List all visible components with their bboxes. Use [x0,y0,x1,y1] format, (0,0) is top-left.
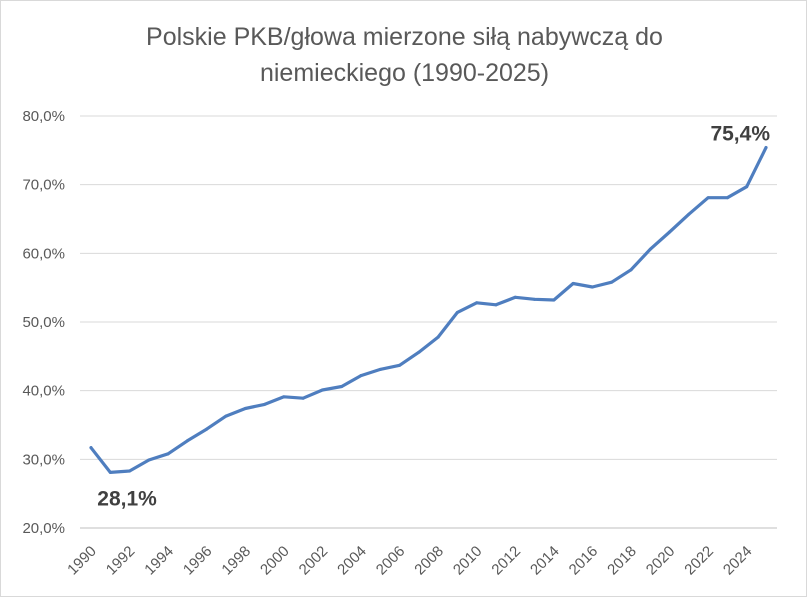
x-tick-label: 2024 [720,543,756,579]
y-tick-label: 40,0% [22,383,65,400]
chart-title-line-2: niemieckiego (1990-2025) [259,59,550,87]
x-tick-label: 2014 [527,543,563,579]
data-point [475,301,479,305]
data-point [282,395,286,399]
labels-layer: 20,0%30,0%40,0%50,0%60,0%70,0%80,0%1990 1… [22,108,770,578]
x-tick-label: 2000 [257,543,293,579]
y-tick-label: 70,0% [22,177,65,194]
x-tick-label: 2002 [296,543,332,579]
data-label: 75,4% [710,123,770,146]
data-point [513,295,517,299]
chart-title-line-1: Polskie PKB/głowa mierzone siłą nabywczą… [146,23,663,51]
data-point [668,230,672,234]
x-tick-label: 2022 [681,543,717,579]
x-tick-label: 2010 [450,543,486,579]
data-point [571,282,575,286]
y-tick-label: 30,0% [22,451,65,468]
data-point [89,446,93,450]
data-point [108,470,112,474]
data-label: 28,1% [97,487,157,510]
data-point [185,439,189,443]
data-point [436,335,440,339]
data-point [590,285,594,289]
x-tick-label: 2018 [604,543,640,579]
data-point [147,458,151,462]
data-point [398,363,402,367]
data-point [417,350,421,354]
chart-title: Polskie PKB/głowa mierzone siłą nabywczą… [1,19,807,91]
y-tick-label: 50,0% [22,314,65,331]
x-tick-label: 2012 [488,543,524,579]
data-point [610,280,614,284]
data-point [455,310,459,314]
x-tick-label: 1990 [64,543,100,579]
x-tick-label: 2008 [411,543,447,579]
y-tick-label: 80,0% [22,108,65,125]
x-tick-label: 1998 [218,543,254,579]
x-tick-label: 2006 [373,543,409,579]
y-tick-label: 60,0% [22,245,65,262]
x-tick-label: 1996 [180,543,216,579]
x-tick-label: 1992 [103,543,139,579]
data-point [725,196,729,200]
data-point [533,297,537,301]
y-tick-label: 20,0% [22,520,65,537]
data-point [648,247,652,251]
data-point [359,374,363,378]
data-point [128,469,132,473]
data-point [494,303,498,307]
x-tick-label: 1994 [141,543,177,579]
data-point [764,146,768,150]
data-point [224,414,228,418]
x-tick-label: 2020 [643,543,679,579]
data-point [687,212,691,216]
data-point [205,427,209,431]
data-point [301,396,305,400]
x-tick-label: 2004 [334,543,370,579]
data-point [263,402,267,406]
data-point [340,385,344,389]
data-point [378,367,382,371]
data-point [706,196,710,200]
data-point [552,298,556,302]
series-line [89,146,768,474]
data-point [629,268,633,272]
gridlines [80,115,777,460]
series-layer [89,146,768,474]
data-point [320,388,324,392]
x-tick-label: 2016 [566,543,602,579]
data-point [243,407,247,411]
data-point [166,452,170,456]
data-point [745,185,749,189]
